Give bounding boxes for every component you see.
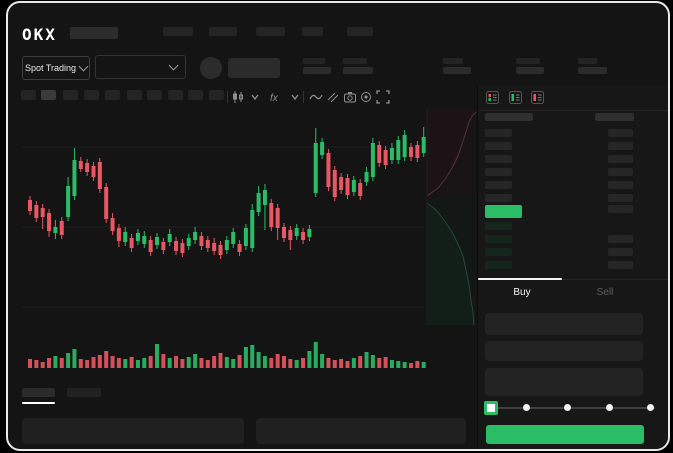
orderbook-last-price-bar[interactable]: [485, 205, 522, 218]
orderbook-amount-row[interactable]: [608, 155, 633, 163]
slider-stop-dot[interactable]: [647, 404, 654, 411]
timeframe-button[interactable]: [21, 90, 36, 100]
orderbook-ask-row[interactable]: [485, 142, 512, 150]
stat-label-placeholder: [303, 58, 325, 64]
stat-value-placeholder: [303, 67, 331, 74]
book-bids-icon[interactable]: [509, 91, 522, 104]
buy-tab-indicator: [478, 278, 562, 280]
svg-text:fx: fx: [270, 93, 279, 104]
orderbook-ask-row[interactable]: [485, 194, 512, 202]
trendline-icon[interactable]: [309, 90, 323, 104]
nav-item-placeholder[interactable]: [256, 27, 285, 36]
timeframe-button[interactable]: [209, 90, 224, 100]
orders-row-placeholder: [22, 418, 244, 444]
fullscreen-icon[interactable]: [376, 90, 390, 104]
timeframe-button[interactable]: [168, 90, 183, 100]
timeframe-button[interactable]: [105, 90, 120, 100]
candlestick-icon[interactable]: [231, 90, 245, 104]
stat-value-placeholder: [516, 67, 544, 74]
orderbook-ask-row[interactable]: [485, 129, 512, 137]
chevron-down-icon[interactable]: [250, 90, 264, 104]
nav-item-placeholder[interactable]: [347, 27, 373, 36]
slider-stop-dot[interactable]: [564, 404, 571, 411]
timeframe-button[interactable]: [63, 90, 78, 100]
orderbook-bid-row[interactable]: [485, 222, 512, 230]
timeframe-button[interactable]: [147, 90, 162, 100]
nav-item-placeholder[interactable]: [163, 27, 193, 36]
tab-sell[interactable]: Sell: [596, 287, 614, 298]
stat-label-placeholder: [578, 58, 597, 64]
stat-label-placeholder: [516, 58, 540, 64]
camera-icon[interactable]: [343, 90, 357, 104]
orderbook-ask-row[interactable]: [485, 168, 512, 176]
pair-select-dropdown[interactable]: [95, 55, 186, 79]
chevron-down-icon[interactable]: [290, 90, 304, 104]
stat-label-placeholder: [443, 58, 463, 64]
orders-tab-active-indicator: [22, 402, 55, 404]
order-form-field[interactable]: [485, 368, 643, 396]
orderbook-bid-row[interactable]: [485, 261, 512, 269]
orderbook-amount-row[interactable]: [608, 194, 633, 202]
orders-tab-placeholder[interactable]: [67, 388, 101, 397]
app-root: OKX Spot Trading fx Buy Sell: [6, 1, 668, 449]
settings-gear-icon[interactable]: [359, 90, 373, 104]
indicator-fx-icon[interactable]: fx: [269, 90, 283, 104]
order-form-field[interactable]: [485, 313, 643, 335]
slider-stop-dot[interactable]: [523, 404, 530, 411]
book-combined-icon[interactable]: [486, 91, 499, 104]
spot-trading-label: Spot Trading: [24, 63, 77, 73]
buy-submit-button[interactable]: [486, 425, 644, 444]
orderbook-top-divider: [478, 110, 668, 111]
spot-trading-dropdown[interactable]: Spot Trading: [22, 56, 90, 80]
okx-logo[interactable]: OKX: [22, 25, 57, 44]
trade-tabs-divider: [478, 279, 668, 280]
stat-value-placeholder: [578, 67, 607, 74]
timeframe-button[interactable]: [188, 90, 203, 100]
pair-logo-avatar: [200, 57, 222, 79]
slider-stop-dot[interactable]: [606, 404, 613, 411]
book-asks-icon[interactable]: [531, 91, 544, 104]
orderbook-amount-row[interactable]: [608, 261, 633, 269]
stat-value-placeholder: [443, 67, 471, 74]
order-form-field[interactable]: [485, 341, 643, 361]
amount-slider-handle[interactable]: [484, 401, 498, 415]
orderbook-amount-row[interactable]: [608, 168, 633, 176]
trade-sidebar: Buy Sell: [477, 85, 668, 449]
toolbar-divider: [303, 91, 304, 103]
orderbook-amount-row[interactable]: [608, 129, 633, 137]
ticker-price-placeholder: [228, 58, 280, 78]
header-placeholder-bar: [70, 27, 118, 39]
orderbook-amount-row[interactable]: [608, 248, 633, 256]
device-frame: OKX Spot Trading fx Buy Sell: [6, 1, 670, 451]
orderbook-amount-row[interactable]: [608, 235, 633, 243]
orderbook-amount-row[interactable]: [608, 181, 633, 189]
sidebar-divider: [477, 85, 478, 449]
compare-icon[interactable]: [326, 90, 340, 104]
orderbook-amount-row[interactable]: [608, 142, 633, 150]
stat-value-placeholder: [343, 67, 373, 74]
orders-tab-placeholder[interactable]: [22, 388, 55, 397]
timeframe-button[interactable]: [84, 90, 99, 100]
stat-label-placeholder: [343, 58, 367, 64]
timeframe-button[interactable]: [127, 90, 142, 100]
timeframe-button[interactable]: [41, 90, 56, 100]
orderbook-ask-row[interactable]: [485, 155, 512, 163]
orderbook-left-header: [485, 113, 533, 121]
orderbook-amount-row[interactable]: [608, 205, 633, 213]
nav-item-placeholder[interactable]: [209, 27, 237, 36]
toolbar-divider: [227, 91, 228, 103]
candlestick-chart[interactable]: [6, 1, 477, 380]
orderbook-bid-row[interactable]: [485, 248, 512, 256]
orderbook-bid-row[interactable]: [485, 235, 512, 243]
amount-slider-track[interactable]: [490, 407, 655, 409]
tab-buy[interactable]: Buy: [513, 287, 531, 298]
nav-item-placeholder[interactable]: [302, 27, 323, 36]
orderbook-ask-row[interactable]: [485, 181, 512, 189]
orderbook-right-header: [595, 113, 634, 121]
orders-row-placeholder: [256, 418, 466, 444]
